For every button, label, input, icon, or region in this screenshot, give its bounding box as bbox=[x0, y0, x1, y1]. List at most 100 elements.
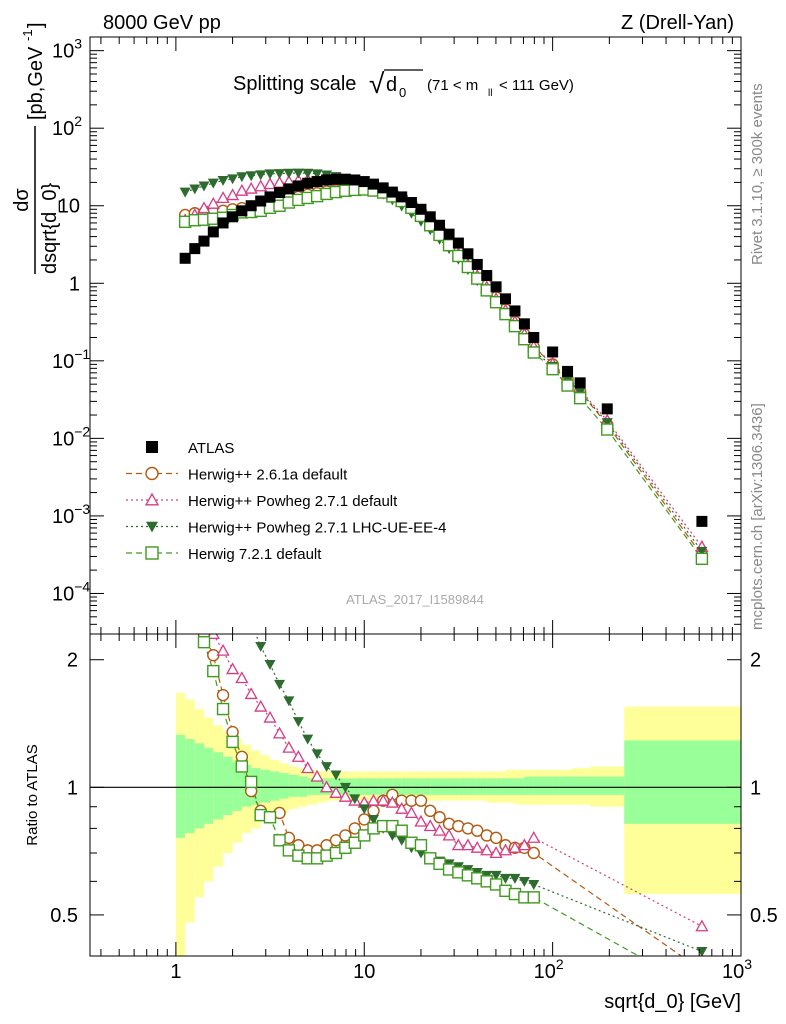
ratio-data-point bbox=[432, 823, 447, 836]
main-data-point bbox=[207, 226, 219, 238]
ratio-data-point bbox=[695, 919, 709, 932]
ratio-data-point bbox=[358, 829, 371, 842]
main-data-point bbox=[330, 173, 342, 185]
main-y-tick-label: 102 bbox=[52, 113, 82, 140]
main-data-point bbox=[696, 515, 708, 527]
ratio-data-point bbox=[216, 688, 230, 702]
main-data-point bbox=[189, 184, 201, 195]
ratio-data-point bbox=[330, 770, 342, 781]
stat-uncertainty-bin bbox=[279, 773, 289, 799]
stat-uncertainty-bin bbox=[477, 778, 487, 795]
x-tick-label-exponent: 3 bbox=[744, 956, 752, 972]
ratio-data-point bbox=[329, 834, 343, 847]
legend-marker bbox=[146, 441, 158, 453]
main-data-point bbox=[227, 174, 239, 185]
main-data-point bbox=[207, 178, 219, 189]
main-data-point bbox=[518, 333, 531, 346]
legend-marker bbox=[145, 466, 159, 481]
ratio-data-point bbox=[414, 814, 428, 827]
main-data-point bbox=[481, 270, 493, 282]
main-data-point bbox=[236, 205, 248, 217]
header-left: 8000 GeV pp bbox=[103, 12, 221, 34]
title-range: (71 < m bbox=[427, 77, 478, 94]
stat-uncertainty-bin bbox=[326, 778, 337, 795]
main-data-point bbox=[601, 403, 613, 415]
ratio-data-point bbox=[283, 696, 295, 707]
x-tick-label: 103 bbox=[722, 956, 752, 983]
main-data-point bbox=[561, 379, 574, 392]
series-markers bbox=[178, 168, 709, 956]
main-data-point bbox=[405, 197, 417, 209]
ratio-data-point bbox=[339, 782, 351, 793]
ratio-y-tick-label: 0.5 bbox=[50, 905, 78, 927]
stat-uncertainty-bin bbox=[514, 778, 525, 795]
title-range-end: < 111 GeV) bbox=[499, 77, 574, 94]
header-right: Z (Drell-Yan) bbox=[621, 12, 734, 34]
ratio-data-point bbox=[254, 699, 268, 712]
legend: ATLAS Herwig++ 2.6.1a default Herwig++ Pow… bbox=[126, 440, 446, 563]
ratio-data-point bbox=[311, 749, 323, 760]
stat-uncertainty-bin bbox=[364, 778, 374, 795]
main-data-point bbox=[302, 177, 314, 189]
main-data-point bbox=[225, 188, 240, 201]
main-y-tick-label: 10−3 bbox=[52, 501, 90, 528]
stat-uncertainty-bin bbox=[185, 739, 195, 834]
legend-marker bbox=[144, 492, 160, 506]
ratio-data-point bbox=[518, 876, 530, 887]
ratio-data-point bbox=[404, 806, 419, 819]
main-data-point bbox=[358, 176, 370, 188]
main-data-point bbox=[179, 252, 191, 264]
main-y-tick-label-exponent: −4 bbox=[74, 578, 90, 594]
y-axis-label-units-end: ] bbox=[25, 22, 47, 28]
stat-uncertainty-bin bbox=[270, 771, 280, 801]
stat-uncertainty-bin bbox=[317, 778, 327, 795]
main-data-point bbox=[562, 365, 574, 377]
legend-item: Herwig++ 2.6.1a default bbox=[126, 467, 348, 484]
legend-label: Herwig 7.2.1 default bbox=[188, 546, 322, 563]
x-axis-label: sqrt{d_0} [GeV] bbox=[604, 991, 741, 1013]
plot-title: Splitting scale √ d 0 (71 < m ll < 111 G… bbox=[233, 68, 574, 100]
ratio-data-point bbox=[499, 873, 511, 884]
main-data-point bbox=[263, 177, 277, 190]
ratio-data-point bbox=[414, 794, 428, 807]
ratio-data-point bbox=[696, 947, 708, 956]
ratio-data-point bbox=[396, 835, 408, 846]
main-data-point bbox=[574, 377, 586, 389]
main-data-point bbox=[302, 168, 314, 179]
main-data-point bbox=[254, 179, 268, 192]
legend-item: Herwig 7.2.1 default bbox=[126, 546, 322, 563]
main-data-point bbox=[452, 249, 465, 263]
stat-uncertainty-bin bbox=[373, 778, 384, 795]
stat-uncertainty-bin bbox=[533, 776, 553, 795]
main-data-point bbox=[546, 362, 559, 376]
main-data-point bbox=[489, 296, 503, 309]
ratio-y-tick-label-right: 1 bbox=[750, 777, 761, 799]
ratio-data-point bbox=[423, 819, 437, 832]
main-data-point bbox=[274, 187, 286, 199]
stat-uncertainty-bin bbox=[232, 761, 242, 811]
stat-uncertainty-bin bbox=[449, 778, 459, 795]
ratio-data-point bbox=[301, 761, 315, 774]
ratio-data-point bbox=[302, 734, 314, 745]
ratio-data-point bbox=[292, 717, 304, 727]
title-var-sub: 0 bbox=[399, 85, 406, 100]
stat-uncertainty-bin bbox=[590, 776, 625, 795]
main-data-point bbox=[198, 181, 210, 192]
stat-uncertainty-bin bbox=[458, 778, 468, 795]
main-data-point bbox=[508, 319, 522, 333]
y-axis-label-units-sup: -1 bbox=[20, 29, 35, 41]
main-data-point bbox=[197, 201, 211, 214]
stat-uncertainty-bin bbox=[298, 776, 308, 797]
legend-label: Herwig++ Powheg 2.7.1 LHC-UE-EE-4 bbox=[188, 520, 446, 537]
ratio-y-tick-label-right: 0.5 bbox=[750, 905, 778, 927]
main-data-point bbox=[695, 552, 709, 565]
stat-uncertainty-bin bbox=[260, 769, 271, 803]
ratio-data-point bbox=[527, 846, 540, 860]
ratio-data-point bbox=[244, 775, 258, 789]
ratio-data-point bbox=[480, 843, 494, 856]
y-axis-label-num: dσ bbox=[11, 188, 33, 212]
main-y-tick-label-exponent: −1 bbox=[74, 346, 90, 362]
main-data-point bbox=[189, 243, 201, 255]
main-y-tick-label: 103 bbox=[52, 36, 82, 63]
